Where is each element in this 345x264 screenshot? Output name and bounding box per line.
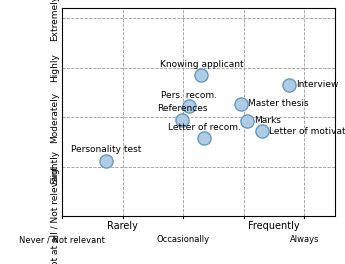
Text: Always: Always (289, 235, 319, 244)
Text: Moderately: Moderately (50, 92, 59, 143)
Text: Rarely: Rarely (107, 221, 138, 231)
Text: Master thesis: Master thesis (248, 99, 309, 108)
Text: Occasionally: Occasionally (157, 235, 210, 244)
Text: Frequently: Frequently (248, 221, 300, 231)
Text: Letter of motivation: Letter of motivation (269, 126, 345, 136)
Text: Extremely: Extremely (50, 0, 59, 41)
Text: Personality test: Personality test (70, 145, 141, 154)
Point (103, 159, 108, 163)
Text: Pers. recom.: Pers. recom. (161, 91, 217, 100)
Text: Interview: Interview (296, 81, 339, 89)
Text: Marks: Marks (254, 116, 281, 125)
Point (259, 129, 265, 133)
Text: Slightly: Slightly (50, 150, 59, 184)
Text: Knowing applicant: Knowing applicant (160, 59, 243, 68)
Text: References: References (157, 104, 207, 113)
Point (286, 83, 292, 87)
Text: Letter of recom.: Letter of recom. (168, 122, 241, 131)
Text: Highly: Highly (50, 53, 59, 82)
Text: ot at all / Not relevant: ot at all / Not relevant (50, 167, 59, 264)
Point (202, 136, 207, 140)
Text: Never / Not relevant: Never / Not relevant (19, 235, 105, 244)
Point (244, 119, 249, 123)
Point (199, 73, 204, 77)
Point (187, 104, 192, 108)
Point (179, 117, 185, 122)
Point (238, 102, 244, 106)
